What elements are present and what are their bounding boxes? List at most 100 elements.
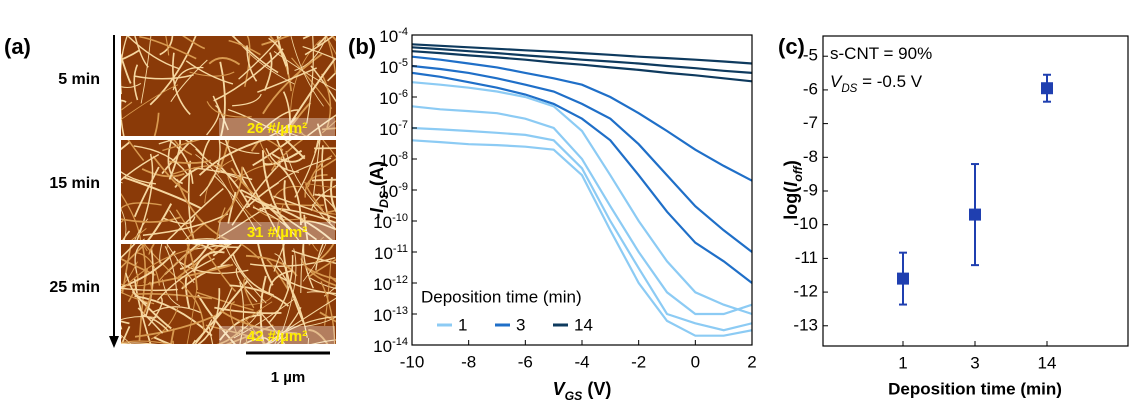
cnt [252,140,292,167]
transfer-curve [412,50,752,83]
cnt [176,259,249,274]
cnt [261,109,299,132]
cnt [318,193,336,212]
cnt [140,26,220,33]
transfer-curve [412,46,752,74]
cnt [345,231,384,309]
cnt [303,214,309,240]
cnt [212,287,233,319]
cnt [165,36,170,56]
cnt [152,155,189,194]
cnt [274,253,288,288]
y-axis-label: -IDS (A) [367,161,391,219]
cnt [168,140,182,180]
cnt [282,244,306,325]
cnt [276,36,288,67]
cnt [291,249,336,265]
cnt [260,0,285,28]
cnt [96,0,129,26]
density-label: 26 #/µm² [247,120,307,137]
cnt [166,244,195,284]
cnt [157,244,204,283]
cnt [214,175,257,232]
cnt [214,306,282,315]
cnt [134,312,221,338]
cnt [201,140,211,170]
y-tick-exponent: -12 [392,274,408,286]
cnt [314,140,319,153]
x-tick-label: -2 [631,352,646,371]
cnt [184,140,203,156]
cnt [321,73,332,129]
cnt [121,82,142,88]
cnt [187,160,195,240]
cnt [244,317,265,344]
transfer-curve [412,139,752,337]
cnt [305,316,336,327]
x-tick-label: -6 [518,352,533,371]
cnt [311,178,336,182]
y-tick-exponent: -14 [392,336,408,348]
cnt [199,140,221,197]
y-tick-label: -6 [803,79,818,98]
cnt [224,244,267,304]
cnt [307,114,336,136]
annotation: VDS = -0.5 V [830,72,923,95]
x-tick-label: 1 [898,353,907,372]
cnt [231,36,279,74]
transfer-curve [412,126,752,332]
cnt [152,306,201,314]
transfer-curve [412,81,752,316]
cnt [175,209,195,240]
cnt [328,350,406,363]
x-tick-label: 0 [691,352,700,371]
y-axis-label: log(Ioff) [781,160,805,219]
y-tick-exponent: -5 [398,57,408,69]
cnt [337,332,374,345]
cnt [121,153,160,181]
cnt-network [96,0,336,136]
cnt [325,36,336,56]
cnt [207,254,237,292]
cnt [54,302,117,318]
annotation-part: s-CNT = 90% [830,44,932,63]
cnt [246,45,258,82]
cnt [185,60,234,85]
x-tick-label: 2 [747,352,756,371]
cnt [142,281,153,315]
cnt [195,291,254,311]
cnt [311,209,336,215]
cnt [169,210,191,240]
cnt [305,183,324,211]
y-tick-label: 10-6 [379,88,408,109]
cnt [172,52,191,116]
x-tick-label: -10 [400,352,425,371]
cnt [133,145,188,175]
annotation-part: DS [841,83,857,95]
cnt [197,294,236,344]
panel-label: (a) [4,34,31,59]
y-tick-exponent: -9 [398,181,408,193]
y-tick-base: 10 [373,337,392,356]
cnt [121,287,178,292]
cnt [302,244,327,282]
density-label: 42 #/µm² [247,328,307,345]
cnt [198,140,267,176]
cnt [188,238,215,240]
cnt [302,244,314,289]
cnt [216,207,226,240]
y-tick-base: 10 [373,275,392,294]
cnt [308,347,331,402]
cnt [294,140,320,198]
cnt [240,189,293,231]
cnt [122,230,131,240]
cnt [239,244,260,260]
cnt [275,202,324,207]
cnt [261,36,291,46]
cnt [266,140,284,151]
cnt [121,316,157,321]
marker [1041,82,1053,95]
cnt [316,158,336,172]
cnt [78,335,111,363]
time-label: 15 min [49,175,100,192]
